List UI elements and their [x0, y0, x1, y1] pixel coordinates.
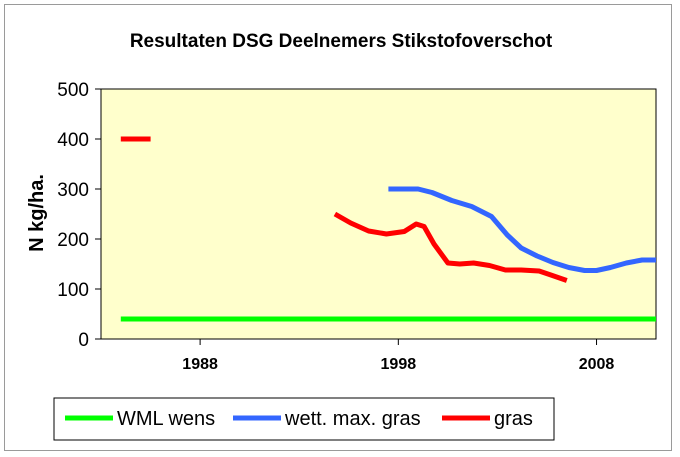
y-tick-label: 0	[78, 330, 89, 351]
series-line-2	[388, 186, 656, 273]
legend-items: WML wens wett. max. gras gras	[65, 408, 533, 430]
x-tick-label: 1998	[381, 356, 417, 373]
y-axis-label: N kg/ha.	[26, 174, 48, 252]
chart-title: Resultaten DSG Deelnemers Stikstofoversc…	[130, 31, 553, 52]
x-tick-label: 2008	[579, 356, 615, 373]
legend-label-2: wett. max. gras	[284, 408, 421, 430]
y-axis: 0 100 200 300 400 500	[57, 80, 101, 351]
chart-svg: Resultaten DSG Deelnemers Stikstofoversc…	[26, 31, 657, 441]
y-tick-label: 100	[57, 280, 89, 301]
y-tick-label: 400	[57, 130, 89, 151]
y-tick-label: 200	[57, 230, 89, 251]
y-tick-label: 500	[57, 80, 89, 101]
series-lines	[120, 136, 656, 322]
legend-label-1: WML wens	[117, 408, 215, 430]
x-tick-label: 1988	[182, 356, 218, 373]
y-tick-label: 300	[57, 180, 89, 201]
legend-label-3: gras	[494, 408, 533, 430]
chart-frame: Resultaten DSG Deelnemers Stikstofoversc…	[4, 4, 672, 451]
series-line-3-segment-2	[333, 211, 568, 283]
plot-area	[100, 88, 657, 340]
x-axis: 1988 1998 2008	[182, 339, 614, 373]
